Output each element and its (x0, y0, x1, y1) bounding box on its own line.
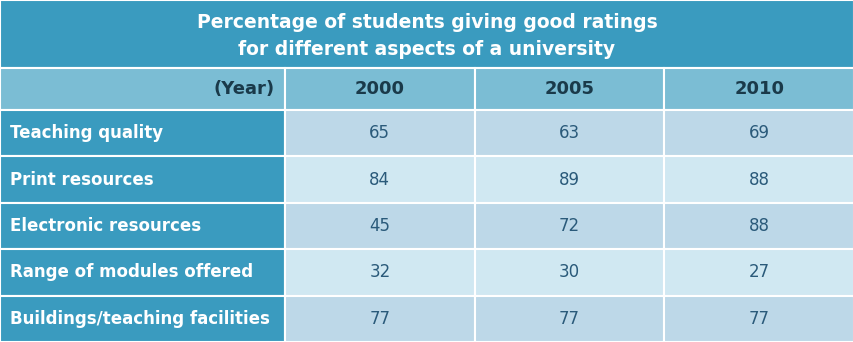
Text: 30: 30 (558, 263, 579, 281)
Bar (0, 110, 285, 156)
Bar (285, 249, 474, 295)
Text: Teaching quality: Teaching quality (10, 124, 163, 142)
Text: 2000: 2000 (354, 80, 404, 98)
Bar (285, 156, 474, 203)
Bar (0, 249, 285, 295)
Text: Buildings/teaching facilities: Buildings/teaching facilities (10, 310, 270, 328)
Bar (285, 295, 474, 342)
Bar (474, 110, 664, 156)
Text: Range of modules offered: Range of modules offered (10, 263, 252, 281)
Text: 2005: 2005 (544, 80, 594, 98)
Bar (0, 0, 853, 68)
Bar (474, 156, 664, 203)
Text: 32: 32 (368, 263, 390, 281)
Bar (285, 110, 474, 156)
Text: 65: 65 (368, 124, 390, 142)
Bar (474, 68, 664, 110)
Bar (0, 68, 285, 110)
Text: for different aspects of a university: for different aspects of a university (238, 40, 615, 59)
Text: 88: 88 (748, 171, 769, 188)
Bar (474, 249, 664, 295)
Bar (0, 156, 285, 203)
Text: 27: 27 (748, 263, 769, 281)
Text: 84: 84 (368, 171, 390, 188)
Text: 77: 77 (559, 310, 579, 328)
Bar (474, 203, 664, 249)
Bar (664, 249, 853, 295)
Bar (474, 295, 664, 342)
Bar (664, 110, 853, 156)
Text: 88: 88 (748, 217, 769, 235)
Bar (285, 68, 474, 110)
Text: 2010: 2010 (734, 80, 783, 98)
Text: 77: 77 (748, 310, 769, 328)
Bar (664, 203, 853, 249)
Text: (Year): (Year) (213, 80, 275, 98)
Bar (0, 203, 285, 249)
Text: 72: 72 (558, 217, 579, 235)
Bar (664, 156, 853, 203)
Text: 45: 45 (368, 217, 390, 235)
Bar (285, 203, 474, 249)
Text: Print resources: Print resources (10, 171, 154, 188)
Bar (664, 68, 853, 110)
Bar (0, 295, 285, 342)
Text: Electronic resources: Electronic resources (10, 217, 201, 235)
Text: 89: 89 (559, 171, 579, 188)
Text: 63: 63 (558, 124, 579, 142)
Text: 69: 69 (748, 124, 769, 142)
Text: Percentage of students giving good ratings: Percentage of students giving good ratin… (196, 13, 657, 32)
Bar (664, 295, 853, 342)
Text: 77: 77 (368, 310, 390, 328)
